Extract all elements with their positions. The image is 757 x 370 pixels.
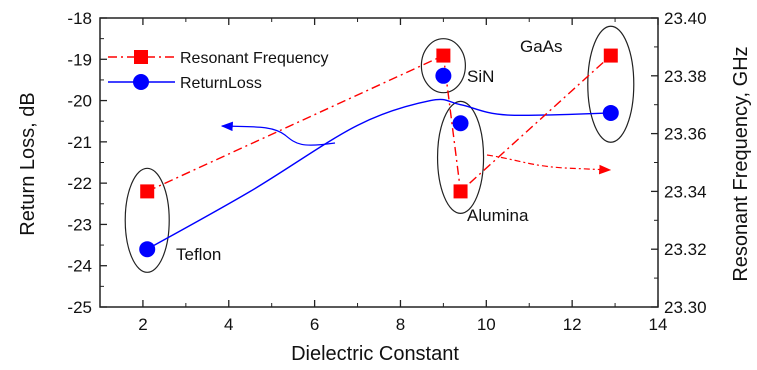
tick-marks: [99, 17, 659, 308]
series-layer: [139, 48, 619, 258]
material-label: Teflon: [176, 245, 221, 264]
legend-return-loss-marker: [133, 74, 149, 90]
frequency-point: [453, 184, 468, 199]
y-left-tick-label: -23: [67, 215, 92, 234]
material-label: SiN: [467, 67, 494, 86]
return-loss-axis-arrow: [220, 121, 336, 146]
return-loss-point: [435, 67, 452, 84]
y-right-tick-label: 23.38: [664, 67, 707, 86]
legend-return-loss-label: ReturnLoss: [180, 75, 262, 92]
y-left-tick-label: -20: [67, 92, 92, 111]
annotation-labels: Teflon SiN Alumina GaAs: [176, 37, 563, 264]
material-ellipse: [420, 38, 466, 94]
x-tick-label: 10: [477, 315, 496, 334]
material-label: GaAs: [520, 37, 563, 56]
legend-frequency-label: Resonant Frequency: [180, 50, 329, 67]
x-axis-title: Dielectric Constant: [291, 343, 459, 365]
y-left-tick-label: -25: [67, 298, 92, 317]
legend: Resonant Frequency ReturnLoss: [108, 50, 329, 92]
y-right-tick-label: 23.34: [664, 182, 707, 201]
axis-indicator-arrows: [220, 121, 612, 175]
return-loss-point: [602, 104, 619, 121]
y-left-tick-label: -19: [67, 50, 92, 69]
frequency-point: [603, 48, 618, 63]
x-tick-label: 6: [310, 315, 319, 334]
y-right-tick-label: 23.36: [664, 125, 707, 144]
x-tick-label: 2: [138, 315, 147, 334]
legend-frequency-marker: [134, 50, 148, 64]
x-tick-label: 4: [224, 315, 233, 334]
y-right-axis-title: Resonant Frequency, GHz: [730, 46, 752, 281]
y-left-tick-label: -22: [67, 174, 92, 193]
y-right-tick-label: 23.32: [664, 240, 707, 259]
tick-labels: 2 4 6 8 10 12 14 -18 -19 -20 -21 -22 -23 -24 -25 23.40 2…: [67, 9, 706, 334]
y-right-tick-label: 23.30: [664, 298, 707, 317]
x-tick-label: 8: [396, 315, 405, 334]
y-left-tick-label: -18: [67, 9, 92, 28]
frequency-point: [436, 48, 451, 63]
return-loss-point: [139, 241, 156, 258]
y-left-tick-label: -21: [67, 133, 92, 152]
y-left-axis-title: Return Loss, dB: [17, 92, 39, 235]
y-right-tick-label: 23.40: [664, 9, 707, 28]
frequency-point: [140, 184, 155, 199]
frequency-axis-arrow: [486, 154, 612, 175]
material-ellipse: [124, 167, 170, 273]
material-ellipse: [587, 25, 635, 143]
return-loss-line: [146, 98, 611, 250]
material-ellipse: [436, 100, 485, 214]
material-label: Alumina: [467, 206, 529, 225]
frequency-line: [146, 54, 612, 193]
material-ellipses: [124, 25, 635, 273]
x-tick-label: 14: [649, 315, 668, 334]
x-tick-label: 12: [563, 315, 582, 334]
y-left-tick-label: -24: [67, 257, 92, 276]
return-loss-point: [452, 115, 469, 132]
